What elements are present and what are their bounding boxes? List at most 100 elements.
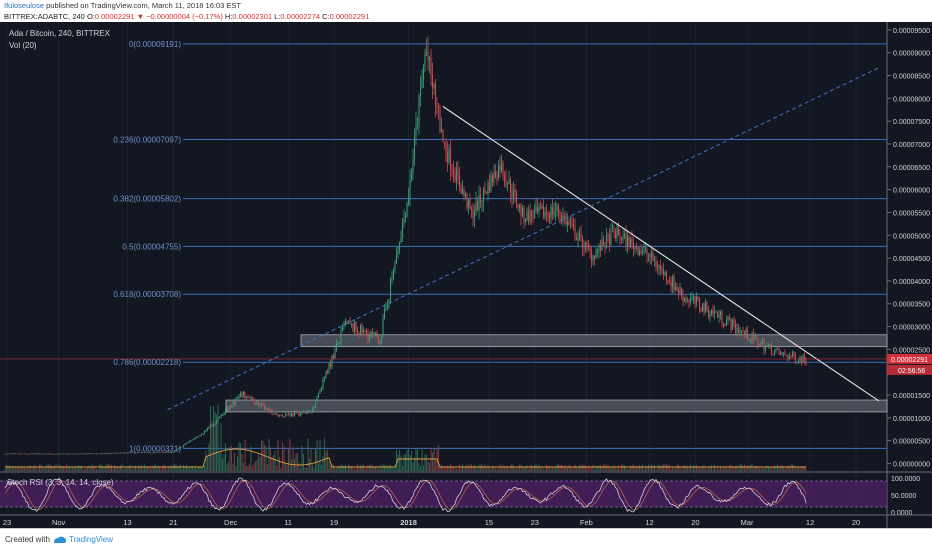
candle-body — [724, 324, 726, 326]
candle-body — [358, 332, 360, 335]
candle-body — [82, 453, 84, 455]
candle-body — [469, 199, 471, 209]
candle-body — [592, 255, 594, 261]
candle-body — [314, 402, 317, 408]
price-axis-label: 0.00000500 — [893, 439, 930, 446]
candle-body — [436, 105, 438, 107]
candle-body — [50, 453, 53, 455]
volume-bar — [754, 465, 756, 471]
volume-bar — [88, 465, 90, 471]
volume-bar — [664, 464, 666, 471]
trendlines[interactable] — [0, 67, 887, 411]
author-link[interactable]: Ifuloseulose — [4, 1, 45, 10]
candle-body — [589, 248, 591, 251]
volume-bar — [547, 467, 549, 471]
price-axis-label: 0.00008000 — [893, 96, 930, 103]
volume-bar — [104, 465, 107, 471]
candle-body — [664, 271, 666, 275]
volume-bar — [202, 468, 204, 471]
volume-bar — [13, 466, 15, 471]
candle-body — [19, 453, 21, 455]
close-label: C: — [322, 12, 330, 21]
candle-body — [557, 205, 560, 213]
fib-retracement[interactable]: 0(0.00009191) 0.236(0.00007097) 0.382(0.00… — [113, 40, 887, 453]
candle-body — [86, 453, 89, 455]
candle-body — [385, 308, 387, 310]
candle-body — [439, 107, 441, 133]
fib-level-label: 0.618(0.00003708) — [113, 290, 181, 299]
volume-bar — [458, 464, 461, 471]
candle-body — [605, 235, 608, 248]
candle-body — [281, 415, 284, 417]
volume-bar — [425, 454, 428, 471]
resistance-zone[interactable] — [225, 399, 888, 413]
candle-body — [361, 325, 363, 333]
time-axis-label: 12 — [806, 518, 814, 527]
candle-body — [166, 451, 168, 453]
candle-body — [20, 453, 23, 455]
resistance-zone[interactable] — [300, 334, 888, 348]
candle-body — [461, 189, 464, 194]
candle-body — [68, 453, 71, 455]
stoch-rsi-pane[interactable] — [0, 477, 887, 513]
volume-bar — [614, 468, 617, 471]
candle-body — [581, 236, 584, 248]
volume-bar — [313, 467, 315, 471]
candle-body — [74, 453, 77, 455]
candle-body — [785, 355, 788, 357]
volume-bar — [242, 462, 245, 471]
candle-body — [80, 453, 83, 455]
rising-dashed-trendline[interactable] — [167, 67, 880, 411]
candle-body — [671, 276, 674, 288]
volume-bar — [383, 465, 386, 471]
candle-body — [368, 334, 371, 340]
candle-body — [419, 88, 422, 98]
rsi-axis-label: 100.0000 — [891, 476, 920, 483]
candle-body — [571, 224, 573, 225]
candle-body — [653, 260, 656, 262]
candle-body — [343, 324, 345, 328]
candle-body — [145, 452, 147, 453]
fib-level-label: 0.5(0.00004755) — [122, 242, 181, 251]
candle-body — [520, 204, 522, 217]
candle-body — [779, 352, 782, 356]
candle-body — [109, 453, 111, 455]
volume-bar — [463, 467, 465, 471]
candle-body — [686, 300, 689, 302]
volume-bar — [46, 464, 48, 471]
candle-body — [704, 301, 707, 313]
volume-bar — [764, 468, 767, 471]
descending-trendline[interactable] — [442, 106, 880, 402]
volume-bar — [470, 464, 473, 471]
volume-bar — [25, 466, 27, 471]
candle-body — [410, 173, 413, 180]
volume-bar — [686, 467, 689, 471]
volume-bar — [151, 465, 153, 471]
price-chart[interactable]: 0(0.00009191) 0.236(0.00007097) 0.382(0.00… — [0, 22, 932, 528]
candle-body — [199, 435, 201, 437]
volume-bar — [538, 464, 540, 471]
volume-pane — [4, 404, 807, 471]
open-value: 0.00002291 — [94, 12, 135, 21]
tradingview-brand-link[interactable]: TradingView — [69, 535, 114, 544]
low-label: L: — [274, 12, 281, 21]
candle-body — [509, 179, 512, 194]
candle-body — [226, 407, 228, 411]
volume-bar — [233, 452, 236, 471]
candle-body — [803, 355, 806, 362]
candle-body — [191, 439, 194, 441]
candle-body — [586, 242, 588, 245]
volume-bar — [671, 466, 674, 471]
rsi-axis-label: 0.0000 — [891, 510, 913, 517]
volume-bar — [755, 466, 758, 471]
candle-body — [347, 321, 350, 323]
candle-body — [661, 268, 663, 270]
candle-body — [115, 452, 117, 454]
volume-bar — [761, 467, 764, 471]
candle-body — [667, 280, 669, 282]
volume-bar — [553, 468, 555, 471]
candle-body — [227, 407, 230, 410]
volume-bar — [74, 466, 77, 471]
candle-body — [424, 53, 426, 67]
candle-body — [416, 124, 419, 126]
